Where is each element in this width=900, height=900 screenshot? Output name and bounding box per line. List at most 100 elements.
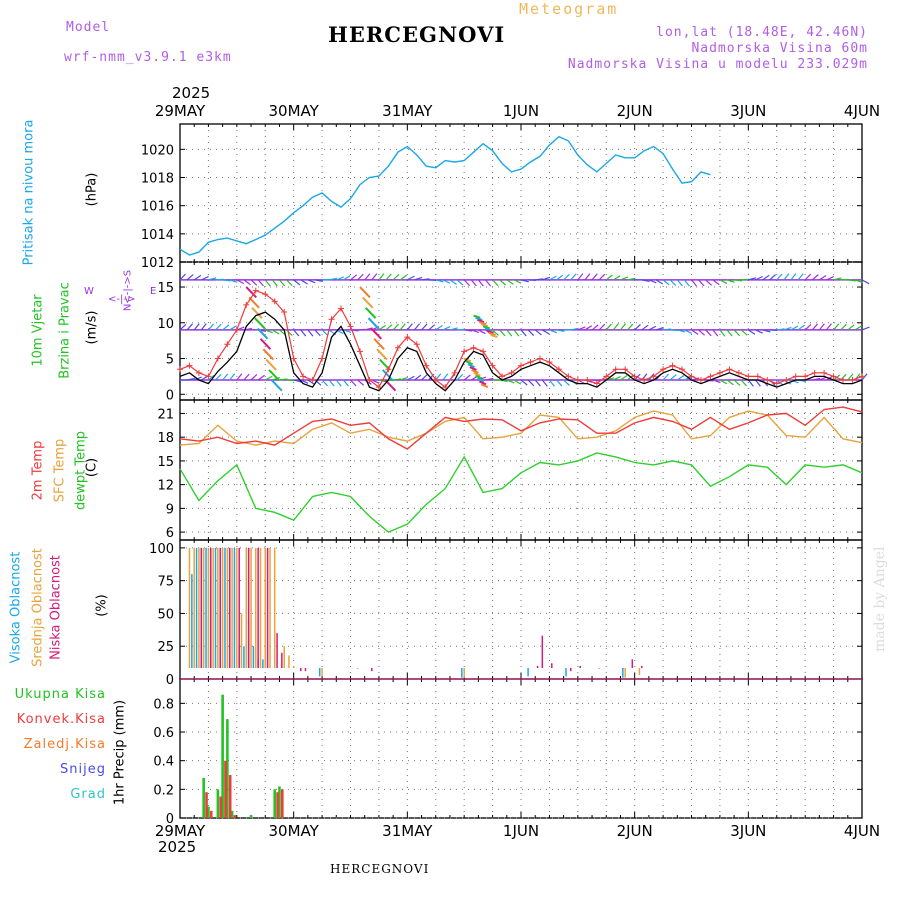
wind-arrow-mark xyxy=(841,324,847,330)
wind-gust-point xyxy=(300,373,306,379)
wind-arrow-mark xyxy=(592,274,597,280)
wind-arrow-mark xyxy=(308,330,313,336)
bottom-day-label: 2JUN xyxy=(617,822,653,840)
wind-arrow-mark xyxy=(358,274,364,280)
precip-bar-1 xyxy=(281,789,284,818)
pressure-series-line xyxy=(180,137,710,255)
wind-arrow-mark xyxy=(542,380,547,386)
wind-gust-point xyxy=(821,370,827,376)
wind-arrow-mark xyxy=(635,324,641,329)
wind-arrow-mark xyxy=(628,324,633,330)
precip-ytick-label: 0.2 xyxy=(153,783,174,798)
wind-arrow-mark xyxy=(414,324,419,330)
wind-speed-line xyxy=(180,312,862,391)
bottom-day-label: 29MAY xyxy=(155,822,206,840)
wind-arrow-mark xyxy=(535,330,541,335)
wind-arrow-mark xyxy=(812,324,817,330)
wind-direction-band xyxy=(180,274,869,287)
wind-gust-point xyxy=(575,377,581,383)
wind-gust-wedge-mark xyxy=(481,384,488,387)
wind-arrow-mark xyxy=(592,325,598,330)
wind-arrow-mark xyxy=(741,380,746,386)
wind-arrow-mark xyxy=(478,280,483,286)
wind-arrow-mark xyxy=(564,380,570,385)
bottom-day-label: 31MAY xyxy=(382,822,433,840)
wind-ytick-label: 15 xyxy=(157,281,174,296)
wind-arrow-mark xyxy=(464,280,469,286)
wind-arrow-mark xyxy=(720,330,725,336)
wind-gust-point xyxy=(840,377,846,383)
wind-arrow-mark xyxy=(287,280,293,286)
wind-arrow-mark xyxy=(670,280,676,286)
wind-gust-point xyxy=(755,373,761,379)
wind-arrow-mark xyxy=(741,330,747,335)
temperature-ytick-label: 12 xyxy=(157,479,174,494)
wind-arrow-mark xyxy=(287,380,295,381)
wind-gust-point xyxy=(348,323,354,329)
clouds-ytick-label: 25 xyxy=(157,640,174,655)
wind-arrow-mark xyxy=(734,330,739,336)
wind-arrow-mark xyxy=(393,274,399,279)
wind-gust-wedge-mark xyxy=(255,318,265,328)
wind-gust-wedge-mark xyxy=(366,308,376,318)
wind-arrow-mark xyxy=(201,324,206,330)
wind-arrow-mark xyxy=(805,324,811,330)
wind-arrow-mark xyxy=(464,375,470,380)
wind-arrow-mark xyxy=(216,374,222,380)
precip-bar-1 xyxy=(219,797,222,818)
wind-arrow-mark xyxy=(805,274,810,280)
wind-arrow-mark xyxy=(784,274,789,280)
wind-arrow-mark xyxy=(826,324,831,330)
wind-arrow-mark xyxy=(400,324,405,330)
wind-arrow-mark xyxy=(777,274,782,280)
wind-arrow-mark xyxy=(535,380,540,386)
precip-bar-0 xyxy=(202,778,205,818)
bottom-day-label: 30MAY xyxy=(269,822,320,840)
wind-gust-point xyxy=(177,366,183,372)
wind-arrow-mark xyxy=(258,280,263,286)
wind-gust-point xyxy=(527,359,533,365)
wind-arrow-mark xyxy=(294,280,300,285)
wind-arrow-mark xyxy=(606,275,612,280)
wind-arrow-mark xyxy=(500,330,505,336)
wind-gust-point xyxy=(812,370,818,376)
wind-gust-point xyxy=(802,373,808,379)
wind-gust-point xyxy=(357,348,363,354)
wind-arrow-mark xyxy=(216,324,222,330)
precip-bar-1 xyxy=(205,792,208,818)
precip-bar-1 xyxy=(234,815,237,818)
wind-gust-point xyxy=(793,373,799,379)
wind-ytick-label: 5 xyxy=(166,353,174,368)
top-day-label: 30MAY xyxy=(269,102,320,120)
pressure-frame xyxy=(180,124,862,262)
wind-arrow-mark xyxy=(322,380,327,386)
wind-gust-wedge-mark xyxy=(368,318,378,328)
wind-arrow-mark xyxy=(251,374,257,379)
precip-bar-0 xyxy=(273,789,276,818)
wind-arrow-mark xyxy=(386,274,391,280)
wind-arrow-mark xyxy=(336,380,341,386)
wind-arrow-mark xyxy=(301,330,306,336)
wind-arrow-mark xyxy=(187,275,193,280)
wind-gust-point xyxy=(319,356,325,362)
top-day-label: 1JUN xyxy=(503,102,539,120)
wind-arrow-mark xyxy=(244,374,249,380)
wind-gust-point xyxy=(461,348,467,354)
wind-arrow-mark xyxy=(564,274,570,280)
wind-gust-point xyxy=(584,377,590,383)
wind-arrow-mark xyxy=(706,330,711,336)
wind-arrow-mark xyxy=(699,280,704,286)
wind-arrow-mark xyxy=(393,324,398,330)
wind-arrow-mark xyxy=(471,280,476,286)
wind-arrow-mark xyxy=(557,380,562,386)
wind-ytick-label: 0 xyxy=(166,388,174,403)
wind-gust-wedge-mark xyxy=(491,335,498,337)
pressure-ytick-label: 1018 xyxy=(141,172,174,187)
precip-bar-1 xyxy=(224,761,227,818)
wind-arrow-mark xyxy=(216,279,224,280)
wind-arrow-mark xyxy=(699,330,705,335)
wind-arrow-mark xyxy=(791,274,796,280)
wind-arrow-mark xyxy=(663,374,668,380)
wind-arrow-mark xyxy=(834,324,839,330)
wind-arrow-mark xyxy=(734,380,740,386)
